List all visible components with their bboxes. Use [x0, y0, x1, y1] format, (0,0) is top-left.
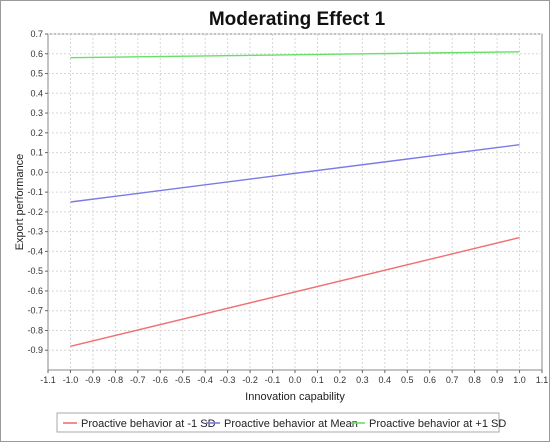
- y-tick-label: -0.7: [27, 306, 43, 316]
- legend-label-1: Proactive behavior at Mean: [224, 418, 358, 430]
- legend: [56, 412, 500, 433]
- y-tick-label: 0.6: [30, 49, 43, 59]
- x-tick-label: 1.0: [513, 375, 526, 385]
- legend-label-0: Proactive behavior at -1 SD: [81, 418, 216, 430]
- x-tick-label: -0.7: [130, 375, 146, 385]
- x-tick-label: -1.0: [63, 375, 79, 385]
- x-tick-label: 0.6: [423, 375, 436, 385]
- legend-label-2: Proactive behavior at +1 SD: [369, 418, 506, 430]
- series-line-0: [70, 236, 520, 347]
- x-tick-label: 0.0: [289, 375, 302, 385]
- x-tick-label: 1.1: [536, 375, 549, 385]
- y-tick-label: 0.1: [30, 148, 43, 158]
- series-line-2: [70, 51, 520, 59]
- x-tick-label: -0.3: [220, 375, 236, 385]
- y-tick-label: -0.5: [27, 266, 43, 276]
- axis-ticks: -1.1 -1.0 -0.9 -0.8 -0.7 -0.6 -0.5 -0.4 -0.3 -0.2…: [27, 29, 548, 385]
- x-tick-label: -0.2: [242, 375, 258, 385]
- x-tick-label: 0.7: [446, 375, 459, 385]
- x-tick-label: 0.1: [311, 375, 324, 385]
- y-tick-label: -0.3: [27, 227, 43, 237]
- x-tick-label: -0.9: [85, 375, 101, 385]
- x-tick-label: 0.2: [334, 375, 347, 385]
- y-tick-label: 0.2: [30, 128, 43, 138]
- x-tick-label: 0.8: [468, 375, 481, 385]
- y-tick-label: -0.2: [27, 207, 43, 217]
- x-tick-label: 0.5: [401, 375, 414, 385]
- x-tick-label: -1.1: [40, 375, 56, 385]
- x-tick-label: -0.8: [108, 375, 124, 385]
- x-tick-label: -0.6: [153, 375, 169, 385]
- y-axis-label: Export performance: [14, 154, 26, 251]
- y-tick-label: 0.7: [30, 29, 43, 39]
- x-tick-label: 0.3: [356, 375, 369, 385]
- x-axis-label: Innovation capability: [245, 391, 345, 403]
- y-tick-label: 0.4: [30, 88, 43, 98]
- x-tick-label: 0.4: [379, 375, 392, 385]
- x-tick-label: -0.1: [265, 375, 281, 385]
- legend-items: Proactive behavior at -1 SD Proactive beh…: [63, 418, 506, 430]
- y-tick-label: 0.3: [30, 108, 43, 118]
- x-tick-label: -0.4: [197, 375, 213, 385]
- series-line-1: [70, 144, 520, 203]
- series-lines: [70, 51, 520, 347]
- y-tick-label: -0.1: [27, 187, 43, 197]
- y-tick-label: 0.5: [30, 69, 43, 79]
- chart-title: Moderating Effect 1: [209, 9, 386, 30]
- y-tick-label: -0.4: [27, 246, 43, 256]
- y-tick-label: 0.0: [30, 167, 43, 177]
- x-tick-label: 0.9: [491, 375, 504, 385]
- x-tick-label: -0.5: [175, 375, 191, 385]
- y-tick-label: -0.6: [27, 286, 43, 296]
- y-tick-label: -0.8: [27, 325, 43, 335]
- y-tick-label: -0.9: [27, 345, 43, 355]
